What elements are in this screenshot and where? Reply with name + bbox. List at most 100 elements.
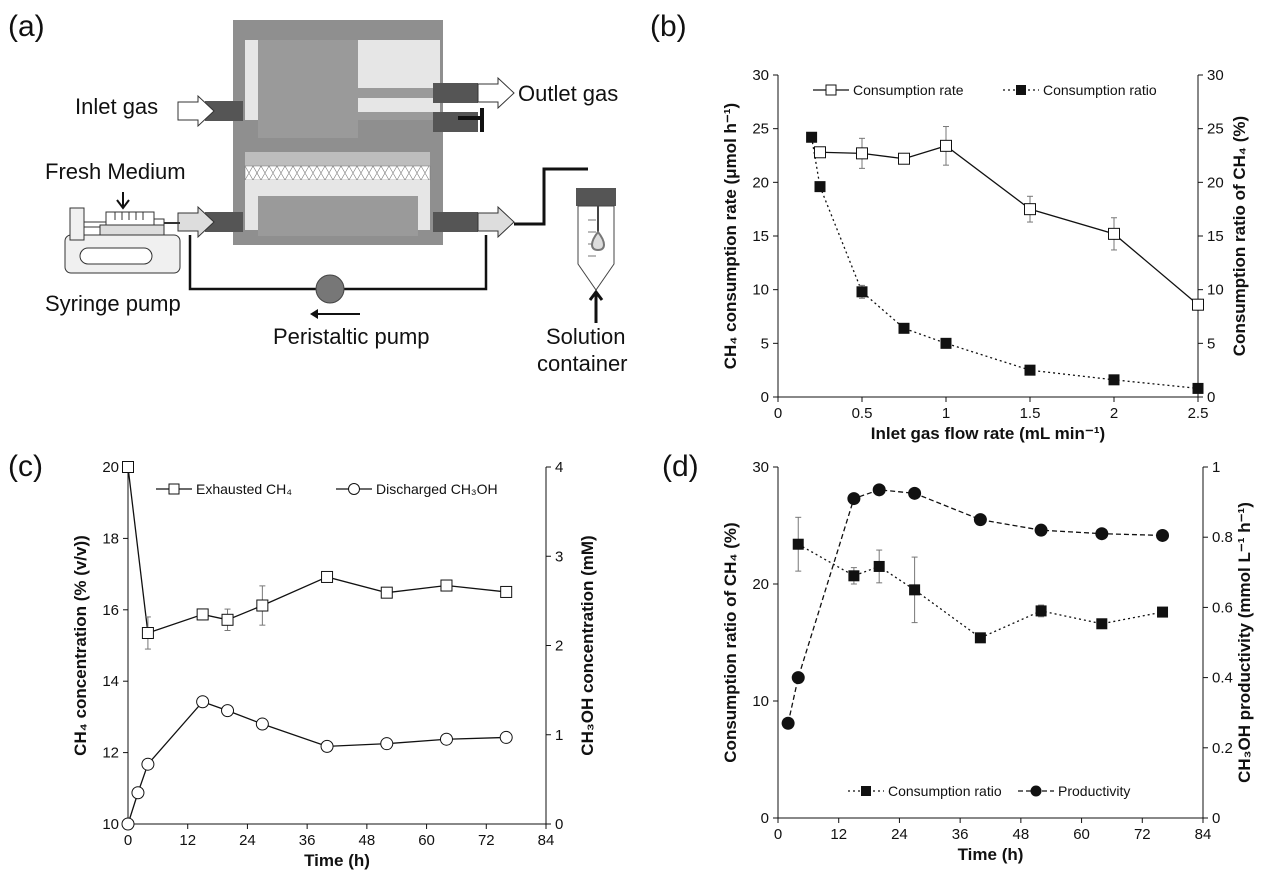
chart-b-series-1-point — [814, 181, 826, 193]
chart-c-series-1-point — [141, 757, 155, 771]
panel-label-d: (d) — [662, 450, 699, 483]
chart-d-x-tick-label: 36 — [952, 826, 969, 843]
chart-d-x-tick-label: 24 — [891, 826, 908, 843]
chart-c-legend-marker — [168, 483, 180, 495]
chart-c-series-0-line — [127, 466, 507, 634]
chart-d-x-tick-label: 48 — [1013, 826, 1030, 843]
valve-icon — [480, 108, 484, 132]
chart-b-y-tick-label-right: 20 — [1207, 174, 1224, 191]
chart-b-series-1-point — [806, 131, 818, 143]
chart-c-y-tick-label-right: 0 — [555, 816, 563, 833]
chart-c-series-0-point — [321, 570, 334, 583]
chart-c-y-tick-label-right: 4 — [555, 459, 563, 476]
chart-b-series-0-point — [1024, 203, 1036, 216]
chart-c-x-tick-label: 72 — [478, 832, 495, 849]
chart-c-series-0-point — [141, 627, 154, 640]
chart-c-series-1-point — [131, 786, 145, 800]
chart-d-y-axis-label-right: CH₃OH productivity (mmol L⁻¹ h⁻¹) — [1235, 502, 1254, 783]
chart-c-y-tick-label-left: 10 — [102, 816, 119, 833]
chart-d-y-tick-label-left: 10 — [752, 693, 769, 710]
chart-b-y-tick-label-right: 30 — [1207, 67, 1224, 84]
chart-b-legend-marker — [1016, 85, 1026, 95]
chart-c-y-tick-label-left: 20 — [102, 459, 119, 476]
chart-c-legend-label: Exhausted CH₄ — [196, 481, 292, 497]
chart-d-y-tick-label-right: 0.8 — [1212, 529, 1233, 546]
chart-d-series-1-line — [787, 489, 1163, 724]
chart-d-series-1-point — [1095, 527, 1109, 541]
chart-b-y-tick-label-left: 25 — [752, 121, 769, 138]
chart-c-x-tick-label: 60 — [418, 832, 435, 849]
outlet-port — [433, 83, 478, 103]
solution-container-label-2: container — [537, 351, 628, 376]
chart-b-y-tick-label-left: 5 — [761, 335, 769, 352]
chart-d-x-tick-label: 72 — [1134, 826, 1151, 843]
chart-c-series-0-point — [500, 585, 513, 598]
chart-c-series-1-point — [255, 717, 269, 731]
chart-c-x-tick-label: 48 — [359, 832, 376, 849]
chart-c-series-0-point — [122, 461, 134, 473]
chart-d-y-tick-label-right: 0.6 — [1212, 599, 1233, 616]
chart-d-y-tick-label-right: 0.4 — [1212, 670, 1233, 687]
chart-c-legend-label: Discharged CH₃OH — [376, 481, 498, 497]
chart-b-x-tick-label: 0.5 — [852, 405, 873, 422]
chart-c-y-tick-label-left: 14 — [102, 673, 119, 690]
chart-c-x-tick-label: 24 — [239, 832, 256, 849]
chart-d-y-tick-label-right: 0 — [1212, 810, 1220, 827]
panel-label-a: (a) — [8, 10, 45, 43]
chart-b-y-tick-label-right: 0 — [1207, 389, 1215, 406]
chart-c-x-axis-label: Time (h) — [304, 851, 370, 870]
chart-b-series-1-point — [856, 286, 868, 298]
chart-d-y-tick-label-left: 20 — [752, 576, 769, 593]
chart-b-x-tick-label: 1.5 — [1020, 405, 1041, 422]
chart-d-series-0-point — [974, 632, 986, 644]
chart-d-legend-label: Consumption ratio — [888, 783, 1002, 799]
fresh-medium-label: Fresh Medium — [45, 159, 186, 184]
chart-d-x-tick-label: 0 — [774, 826, 782, 843]
chart-b-y-tick-label-left: 30 — [752, 67, 769, 84]
chart-d-y-tick-label-right: 1 — [1212, 459, 1220, 476]
inlet-port — [205, 101, 243, 121]
chart-c-x-tick-label: 84 — [538, 832, 555, 849]
chart-c-y-axis-label-right: CH₃OH concentration (mM) — [578, 535, 597, 755]
chart-d-series-1-point — [847, 492, 861, 506]
chart-d-series-0-point — [873, 560, 885, 572]
chart-b-series-1-line — [810, 137, 1199, 390]
chart-b-y-tick-label-right: 25 — [1207, 121, 1224, 138]
peristaltic-pump-label: Peristaltic pump — [273, 324, 430, 349]
chart-b-y-tick-label-left: 15 — [752, 228, 769, 245]
chart-b-legend-marker — [825, 84, 837, 96]
chart-b-y-axis-label-right: Consumption ratio of CH₄ (%) — [1230, 116, 1249, 356]
chart-c-x-tick-label: 12 — [179, 832, 196, 849]
chart-c-series-1-point — [499, 730, 513, 744]
chart-b-y-tick-label-right: 10 — [1207, 282, 1224, 299]
chart-b-series-0-point — [814, 146, 826, 159]
chart-b-legend-label: Consumption rate — [853, 82, 964, 98]
chart-b-y-tick-label-left: 10 — [752, 282, 769, 299]
chart-b-series-1-point — [1108, 374, 1120, 386]
chart-c-series-0-point — [221, 613, 234, 626]
chart-c-series-1-point — [196, 695, 210, 709]
outlet-arrow-icon — [477, 76, 515, 110]
chart-c-series-1-point — [320, 739, 334, 753]
chart-d-series-1-point — [781, 716, 795, 730]
chart-d-x-axis-label: Time (h) — [958, 845, 1024, 864]
chart-b-y-tick-label-left: 20 — [752, 174, 769, 191]
chart-b-x-axis-label: Inlet gas flow rate (mL min⁻¹) — [871, 424, 1105, 443]
peristaltic-pump-icon — [315, 274, 345, 304]
chart-d-series-0-point — [792, 538, 804, 550]
chart-c-series-1-line — [127, 700, 507, 825]
chart-d-series-0-line — [797, 543, 1163, 639]
panel-label-b: (b) — [650, 10, 687, 43]
chart-b-y-tick-label-left: 0 — [761, 389, 769, 406]
liquid-outlet-port — [433, 212, 478, 232]
chart-c-series-0-point — [380, 586, 393, 599]
chart-c-y-tick-label-right: 1 — [555, 727, 563, 744]
chart-b-series-0-line — [819, 145, 1199, 306]
chart-c-y-tick-label-left: 12 — [102, 745, 119, 762]
chart-b-series-0-point — [1192, 298, 1204, 311]
syringe-pump-icon — [64, 207, 181, 274]
chart-d-x-tick-label: 84 — [1195, 826, 1212, 843]
chart-d-y-tick-label-right: 0.2 — [1212, 740, 1233, 757]
chart-c-series-0-point — [440, 579, 453, 592]
chart-d-series-1-point — [1156, 528, 1170, 542]
